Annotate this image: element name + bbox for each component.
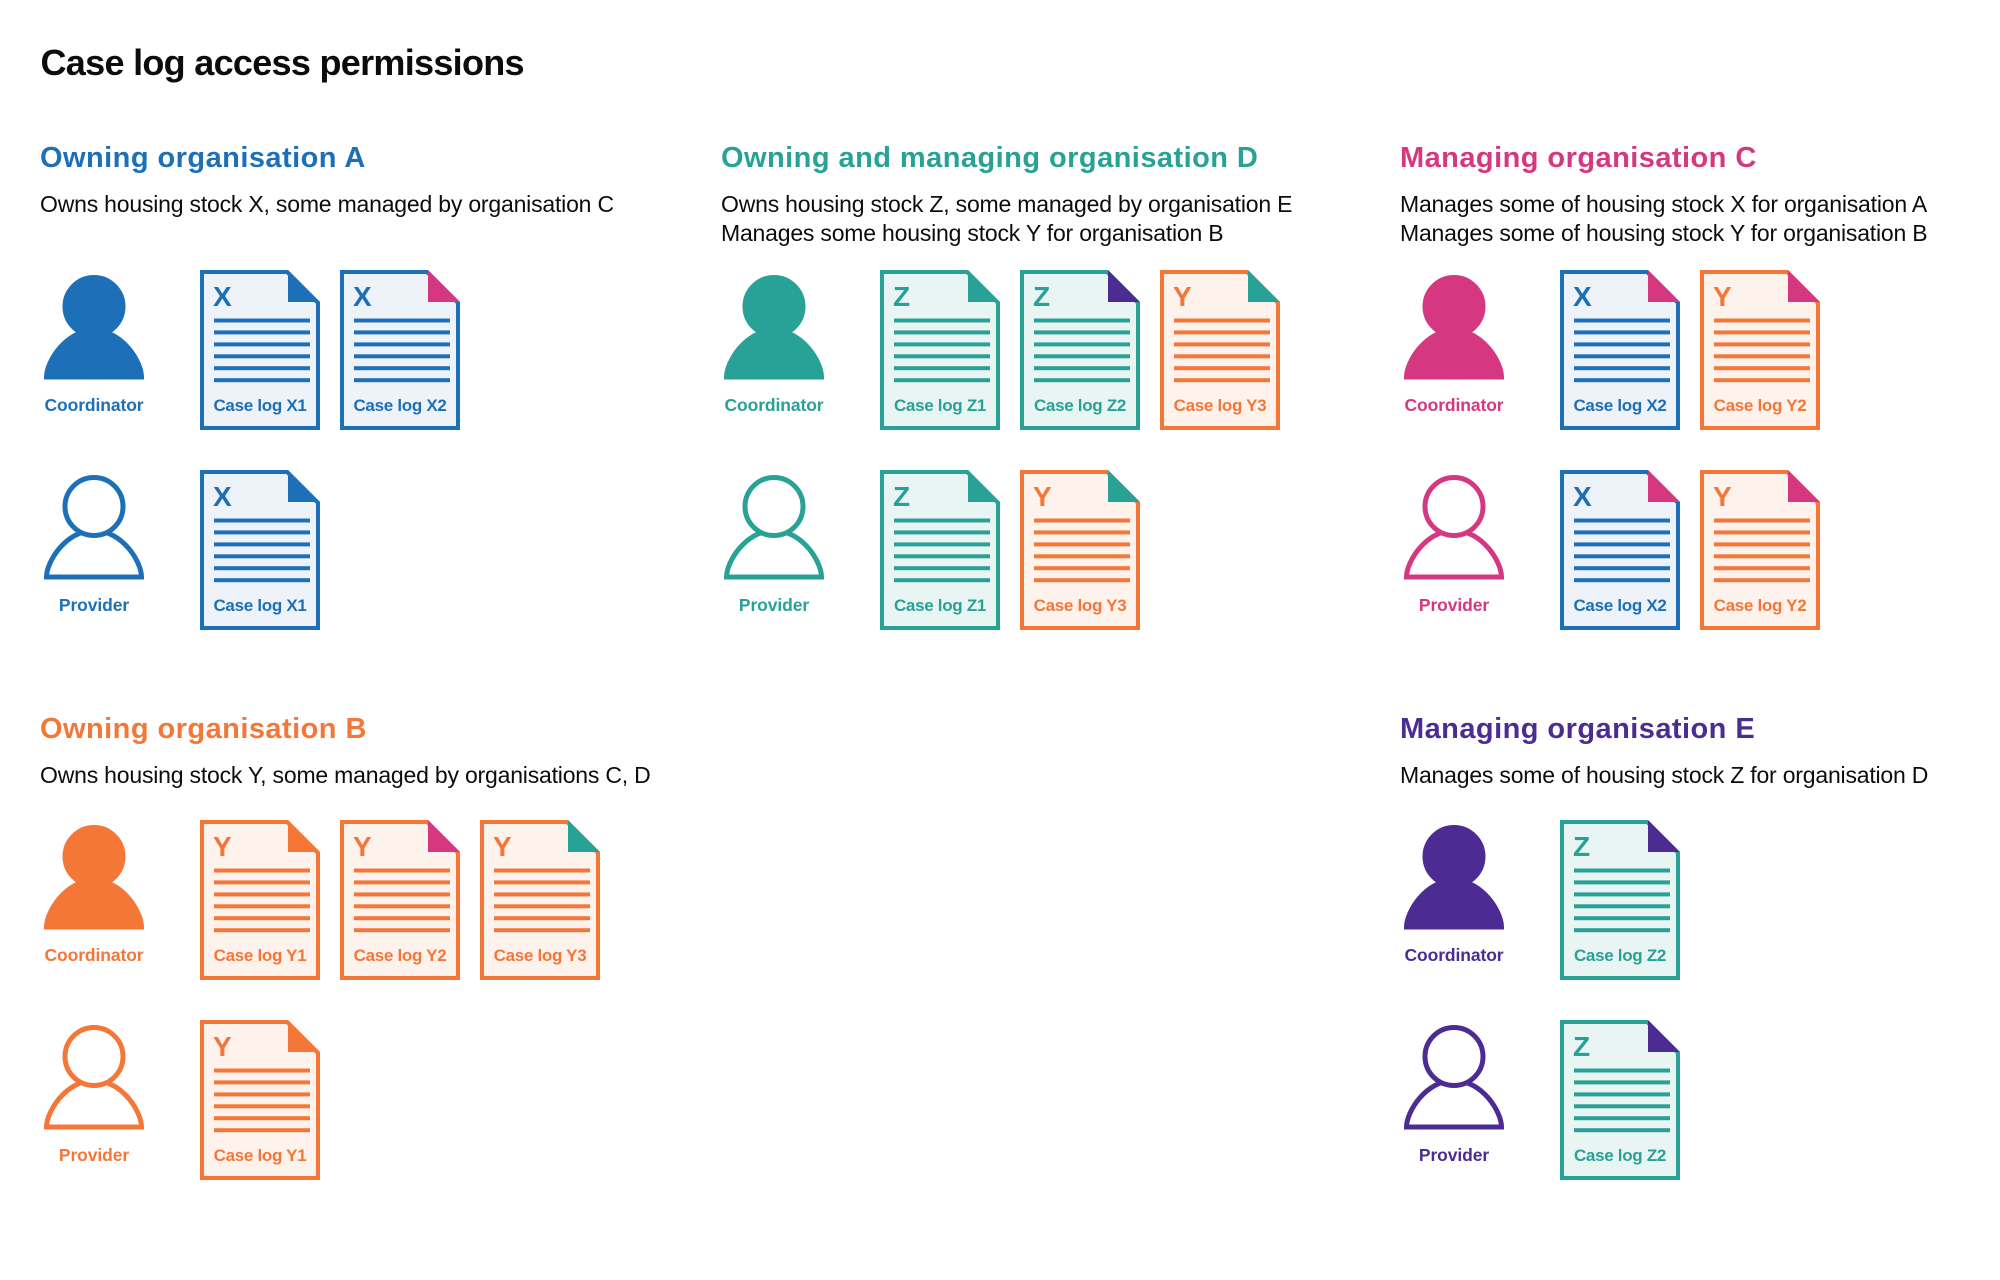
- svg-text:Case log Z2: Case log Z2: [1574, 946, 1666, 965]
- svg-text:Y: Y: [1713, 481, 1732, 512]
- svg-text:Case log X2: Case log X2: [1573, 596, 1666, 615]
- svg-text:Case log Y2: Case log Y2: [1714, 596, 1807, 615]
- svg-text:Case log Y3: Case log Y3: [1034, 596, 1127, 615]
- svg-text:Y: Y: [1173, 281, 1192, 312]
- svg-text:Z: Z: [893, 481, 910, 512]
- svg-text:Y: Y: [1033, 481, 1052, 512]
- svg-text:X: X: [1573, 281, 1592, 312]
- svg-text:X: X: [353, 281, 372, 312]
- svg-text:Z: Z: [1573, 831, 1590, 862]
- svg-text:Case log X2: Case log X2: [1573, 396, 1666, 415]
- svg-text:Case log Z2: Case log Z2: [1034, 396, 1126, 415]
- svg-text:Case log Y1: Case log Y1: [214, 946, 307, 965]
- svg-text:Case log X1: Case log X1: [213, 596, 306, 615]
- svg-text:Case log X1: Case log X1: [213, 396, 306, 415]
- svg-text:X: X: [213, 281, 232, 312]
- svg-text:Case log X2: Case log X2: [353, 396, 446, 415]
- svg-text:Y: Y: [1713, 281, 1732, 312]
- svg-text:Z: Z: [1033, 281, 1050, 312]
- svg-text:Case log Y2: Case log Y2: [1714, 396, 1807, 415]
- svg-text:X: X: [1573, 481, 1592, 512]
- svg-text:Case log Y1: Case log Y1: [214, 1146, 307, 1165]
- svg-text:Z: Z: [1573, 1031, 1590, 1062]
- svg-text:Case log Z1: Case log Z1: [894, 596, 986, 615]
- svg-text:Y: Y: [493, 831, 512, 862]
- svg-text:Case log Y3: Case log Y3: [494, 946, 587, 965]
- svg-text:Case log Z1: Case log Z1: [894, 396, 986, 415]
- svg-text:Case log Y3: Case log Y3: [1174, 396, 1267, 415]
- svg-text:Y: Y: [353, 831, 372, 862]
- svg-text:Y: Y: [213, 1031, 232, 1062]
- svg-text:Z: Z: [893, 281, 910, 312]
- svg-text:Y: Y: [213, 831, 232, 862]
- svg-text:Case log Y2: Case log Y2: [354, 946, 447, 965]
- svg-text:Case log Z2: Case log Z2: [1574, 1146, 1666, 1165]
- svg-text:X: X: [213, 481, 232, 512]
